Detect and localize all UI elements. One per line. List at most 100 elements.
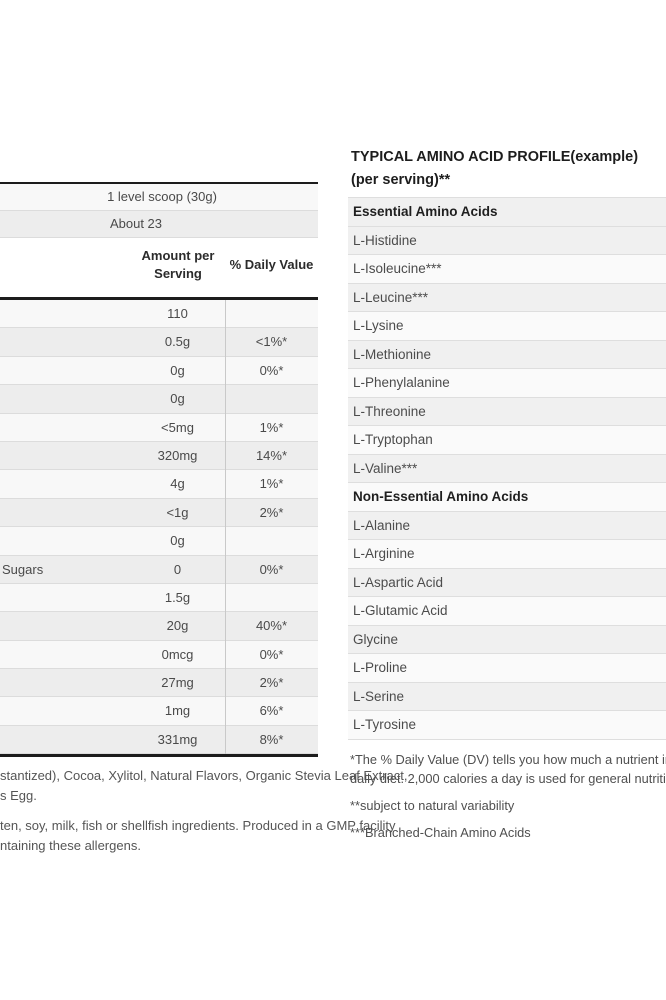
amino-acid-row: L-Tyrosine (348, 711, 666, 740)
nutrient-daily-value: 2%* (259, 675, 284, 691)
amino-profile-title-line2: (per serving)** (351, 172, 451, 188)
nutrient-daily-value (225, 527, 318, 555)
nutrient-daily-value: 1%* (259, 419, 284, 435)
amino-acid-row: L-Threonine (348, 397, 666, 426)
nutrient-row: Sugars 0 0%* (0, 555, 318, 584)
nutrient-row: 1mg 6%* (0, 697, 318, 726)
amino-acid-table: Essential Amino Acids L-Histidine L-Isoleu… (348, 197, 666, 740)
nutrient-amount: 1.5g (164, 589, 191, 605)
ingredients-allergen-text: stantized), Cocoa, Xylitol, Natural Flav… (0, 766, 408, 855)
nutrient-row: 4g 1%* (0, 470, 318, 499)
table-bottom-rule (0, 754, 318, 758)
nutrient-amount: 0.5g (164, 334, 191, 350)
nutrient-amount: 320mg (157, 447, 198, 463)
amino-acid-row: L-Arginine (348, 540, 666, 569)
ingredients-line: stantized), Cocoa, Xylitol, Natural Flav… (0, 768, 408, 783)
nutrient-row: 110 (0, 300, 318, 329)
ingredients-line: s Egg. (0, 787, 37, 803)
ingredients-line: ten, soy, milk, fish or shellfish ingred… (0, 818, 396, 833)
nutrient-row: 331mg 8%* (0, 725, 318, 755)
nutrient-amount: 0mcg (161, 646, 194, 662)
table-mid-rule (0, 297, 318, 300)
nutrient-amount: 4g (170, 476, 185, 492)
nutrient-amount: 1mg (164, 703, 191, 719)
amino-acid-row: L-Histidine (348, 226, 666, 255)
serving-row: About 23 (0, 211, 318, 238)
nutrient-daily-value (225, 584, 318, 612)
footnote-dv-line1: *The % Daily Value (DV) tells you how mu… (350, 751, 666, 767)
serving-row-value: About 23 (109, 216, 163, 231)
footnote-dv-line2: daily diet. 2,000 calories a day is used… (350, 770, 666, 786)
amino-acid-row: L-Isoleucine*** (348, 255, 666, 284)
column-divider (225, 300, 226, 755)
nutrient-amount: 0g (170, 391, 185, 407)
nutrient-daily-value: 14%* (255, 447, 288, 463)
nutrient-row: 20g 40%* (0, 612, 318, 641)
footnote-gap (350, 788, 666, 796)
nutrient-row: 0g (0, 527, 318, 556)
amino-profile-title-line1: TYPICAL AMINO ACID PROFILE(example) (351, 149, 639, 165)
amino-acid-profile-panel: TYPICAL AMINO ACID PROFILE(example) (per… (348, 146, 666, 842)
text-gap (0, 805, 340, 816)
amino-footnotes: *The % Daily Value (DV) tells you how mu… (348, 740, 666, 842)
nutrient-daily-value: 0%* (259, 362, 284, 378)
nutrient-amount: 0g (170, 362, 185, 378)
amino-acid-row: L-Tryptophan (348, 426, 666, 455)
amino-section-header: Non-Essential Amino Acids (348, 483, 666, 512)
nutrient-row: 27mg 2%* (0, 669, 318, 698)
nutrient-amount: 331mg (157, 731, 198, 747)
nutrient-daily-value: 40%* (255, 618, 288, 634)
amino-acid-row: L-Valine*** (348, 454, 666, 483)
nutrient-daily-value: 6%* (259, 703, 284, 719)
nutrient-label: Sugars (2, 561, 44, 577)
nutrient-amount: 27mg (161, 675, 194, 691)
nutrient-row: <1g 2%* (0, 498, 318, 528)
ingredients-line: ntaining these allergens. (0, 837, 141, 853)
nutrient-row: 0mcg 0%* (0, 640, 318, 670)
amount-per-serving-header: Amount per Serving (141, 248, 215, 281)
footnote-bcaa: ***Branched-Chain Amino Acids (350, 824, 531, 840)
serving-row-value: 1 level scoop (30g) (107, 189, 217, 204)
footnote-variability: **subject to natural variability (350, 797, 515, 813)
column-header-row: Amount per Serving % Daily Value (0, 238, 318, 297)
amino-acid-row: L-Serine (348, 682, 666, 711)
nutrient-amount: 20g (166, 618, 189, 634)
amino-acid-row: L-Lysine (348, 312, 666, 341)
nutrient-amount: <5mg (161, 419, 194, 435)
nutrient-row: <5mg 1%* (0, 413, 318, 442)
percent-daily-value-header: % Daily Value (229, 257, 314, 272)
nutrient-row: 0g 0%* (0, 356, 318, 386)
serving-info-rows: 1 level scoop (30g) About 23 (0, 184, 318, 238)
nutrient-daily-value: <1%* (255, 334, 288, 350)
nutrient-daily-value: 0%* (259, 561, 284, 577)
amino-acid-row: L-Leucine*** (348, 283, 666, 312)
nutrient-row: 320mg 14%* (0, 441, 318, 471)
amino-acid-row: L-Methionine (348, 340, 666, 369)
serving-row: 1 level scoop (30g) (0, 184, 318, 211)
nutrient-amount: 110 (167, 306, 188, 321)
amino-acid-row: L-Alanine (348, 511, 666, 540)
nutrient-daily-value: 8%* (259, 731, 284, 747)
nutrition-facts-panel: 1 level scoop (30g) About 23 Amount per S… (0, 182, 318, 758)
amino-acid-row: L-Aspartic Acid (348, 568, 666, 597)
amino-acid-row: L-Proline (348, 654, 666, 683)
amino-acid-row: Glycine (348, 625, 666, 654)
nutrient-daily-value: 1%* (259, 476, 284, 492)
nutrient-daily-value (225, 300, 318, 328)
amino-acid-row: L-Phenylalanine (348, 369, 666, 398)
nutrient-row: 0.5g <1%* (0, 328, 318, 357)
nutrient-amount: <1g (166, 504, 189, 520)
nutrient-row: 0g (0, 385, 318, 414)
nutrient-daily-value (225, 385, 318, 413)
footnote-gap (350, 815, 666, 823)
nutrient-daily-value: 0%* (259, 646, 284, 662)
amino-profile-title: TYPICAL AMINO ACID PROFILE(example) (per… (348, 146, 666, 192)
amino-acid-row: L-Glutamic Acid (348, 597, 666, 626)
nutrient-amount: 0g (170, 533, 185, 549)
table-top-rule (0, 182, 318, 184)
amino-section-header: Essential Amino Acids (348, 198, 666, 227)
nutrient-daily-value: 2%* (259, 504, 284, 520)
nutrient-row: 1.5g (0, 583, 318, 613)
nutrient-amount: 0 (173, 561, 182, 577)
